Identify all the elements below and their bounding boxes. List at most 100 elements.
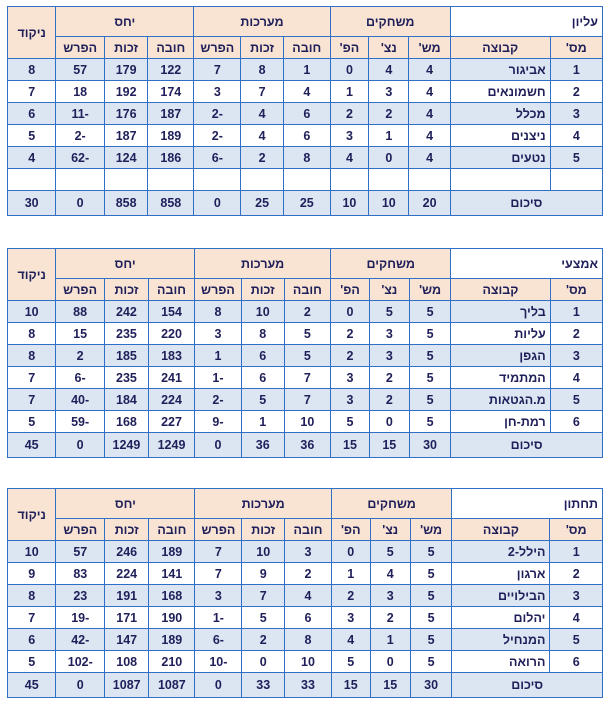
points-credit-cell: 185: [103, 344, 150, 367]
points-debit-cell: 183: [148, 344, 195, 367]
blank-cell: [549, 168, 603, 191]
points-credit-cell: 179: [103, 58, 149, 81]
points-debit-cell: 241: [148, 366, 195, 389]
row-num-cell: 2: [549, 322, 603, 345]
played-header: מש': [408, 278, 452, 301]
played-cell: 4: [408, 58, 451, 81]
points-diff-cell: 18: [55, 80, 105, 103]
sets-credit-cell: 10: [241, 540, 286, 563]
row-num-cell: 4: [549, 606, 603, 629]
total-sets-credit-cell: 25: [240, 190, 284, 216]
played-cell: 4: [408, 80, 451, 103]
score-cell: 6: [6, 102, 57, 125]
table-row: 5 נטעים 4 0 4 8 2 -6 186 124 -62 4: [6, 146, 603, 169]
points-diff-cell: -19: [55, 606, 106, 629]
points-diff-cell: 15: [55, 322, 105, 345]
league-title: תחתון: [451, 488, 603, 519]
league-title: אמצעי: [450, 248, 603, 279]
row-num-cell: 5: [549, 388, 603, 411]
total-label: סיכום: [451, 672, 603, 698]
blank-cell: [147, 168, 195, 191]
blank-row: [6, 168, 603, 191]
points-diff-cell: 23: [55, 584, 106, 607]
total-points-debit-cell: 1249: [148, 432, 195, 458]
team-name-cell: חשמונאים: [449, 80, 551, 103]
league-middle: אמצעי משחקים מערכות יחס ניקוד מס' קבוצה מ…: [6, 248, 603, 458]
sets-credit-cell: 4: [240, 124, 284, 147]
points-diff-cell: 88: [55, 300, 105, 323]
table-row: 1 בליך 5 5 0 2 10 8 154 242 88 10: [6, 300, 603, 323]
points-debit-cell: 186: [147, 146, 195, 169]
points-diff-header: הפרש: [55, 518, 106, 541]
points-credit-cell: 184: [103, 388, 150, 411]
points-credit-cell: 235: [103, 366, 150, 389]
total-played-cell: 30: [409, 672, 453, 698]
league-table-0: עליון משחקים מערכות יחס ניקוד מס' קבוצה מ…: [6, 6, 603, 216]
sets-debit-cell: 6: [282, 102, 331, 125]
sets-diff-cell: -1: [194, 606, 243, 629]
lost-cell: 0: [329, 58, 370, 81]
blank-cell: [282, 168, 331, 191]
table-row: 4 יהלום 5 2 3 6 5 -1 190 171 -19 7: [6, 606, 603, 629]
total-points-diff-cell: 0: [55, 432, 105, 458]
sets-diff-cell: 1: [193, 344, 242, 367]
total-score-cell: 45: [6, 432, 57, 458]
lost-cell: 3: [330, 606, 371, 629]
points-debit-cell: 189: [147, 124, 195, 147]
points-credit-cell: 242: [103, 300, 150, 323]
won-cell: 0: [368, 410, 410, 433]
points-diff-header: הפרש: [55, 36, 105, 59]
total-row: סיכום 20 10 10 25 25 0 858 858 0 30: [6, 190, 603, 216]
points-diff-cell: -59: [55, 410, 105, 433]
sets-debit-cell: 5: [283, 344, 332, 367]
points-diff-cell: -11: [55, 102, 105, 125]
sets-diff-cell: 7: [193, 58, 242, 81]
total-sets-debit-cell: 25: [282, 190, 331, 216]
points-diff-cell: -6: [55, 366, 105, 389]
sets-diff-cell: 7: [194, 540, 243, 563]
team-name-cell: הבילויים: [451, 584, 551, 607]
table-row: 1 אביגור 4 4 0 1 8 7 122 179 57 8: [6, 58, 603, 81]
sets-debit-cell: 6: [284, 606, 332, 629]
score-header: ניקוד: [6, 488, 57, 541]
played-cell: 5: [409, 584, 453, 607]
sets-debit-cell: 4: [284, 584, 332, 607]
points-credit-cell: 192: [103, 80, 149, 103]
points-diff-cell: 2: [55, 344, 105, 367]
score-cell: 5: [6, 650, 57, 673]
total-points-debit-cell: 1087: [148, 672, 196, 698]
sets-credit-cell: 10: [240, 300, 285, 323]
total-sets-debit-cell: 36: [283, 432, 332, 458]
points-group-header: יחס: [55, 248, 195, 279]
points-debit-cell: 174: [147, 80, 195, 103]
sets-credit-cell: 6: [240, 366, 285, 389]
num-header: מס': [549, 278, 603, 301]
score-cell: 6: [6, 628, 57, 651]
score-cell: 8: [6, 584, 57, 607]
row-num-cell: 2: [549, 562, 603, 585]
sets-credit-cell: 8: [240, 58, 284, 81]
team-name-cell: אביגור: [449, 58, 551, 81]
num-header: מס': [549, 36, 603, 59]
won-cell: 3: [369, 584, 411, 607]
score-cell: 7: [6, 388, 57, 411]
sets-credit-header: זכות: [240, 36, 284, 59]
won-cell: 3: [368, 80, 410, 103]
played-cell: 5: [408, 410, 452, 433]
score-cell: 7: [6, 606, 57, 629]
points-credit-header: זכות: [104, 518, 150, 541]
sets-debit-cell: 8: [284, 628, 332, 651]
lost-cell: 1: [330, 562, 371, 585]
points-credit-cell: 187: [103, 124, 149, 147]
row-num-cell: 1: [549, 300, 603, 323]
played-cell: 5: [408, 344, 452, 367]
games-group-header: משחקים: [329, 6, 451, 37]
points-credit-cell: 168: [103, 410, 150, 433]
team-name-cell: ארגון: [451, 562, 551, 585]
blank-cell: [240, 168, 284, 191]
score-cell: 5: [6, 124, 57, 147]
sets-credit-cell: 5: [240, 388, 285, 411]
table-row: 5 מ.הגטאות 5 2 3 7 5 -2 224 184 -40 7: [6, 388, 603, 411]
score-cell: 10: [6, 540, 57, 563]
table-row: 6 רמת-חן 5 0 5 10 1 -9 227 168 -59 5: [6, 410, 603, 433]
